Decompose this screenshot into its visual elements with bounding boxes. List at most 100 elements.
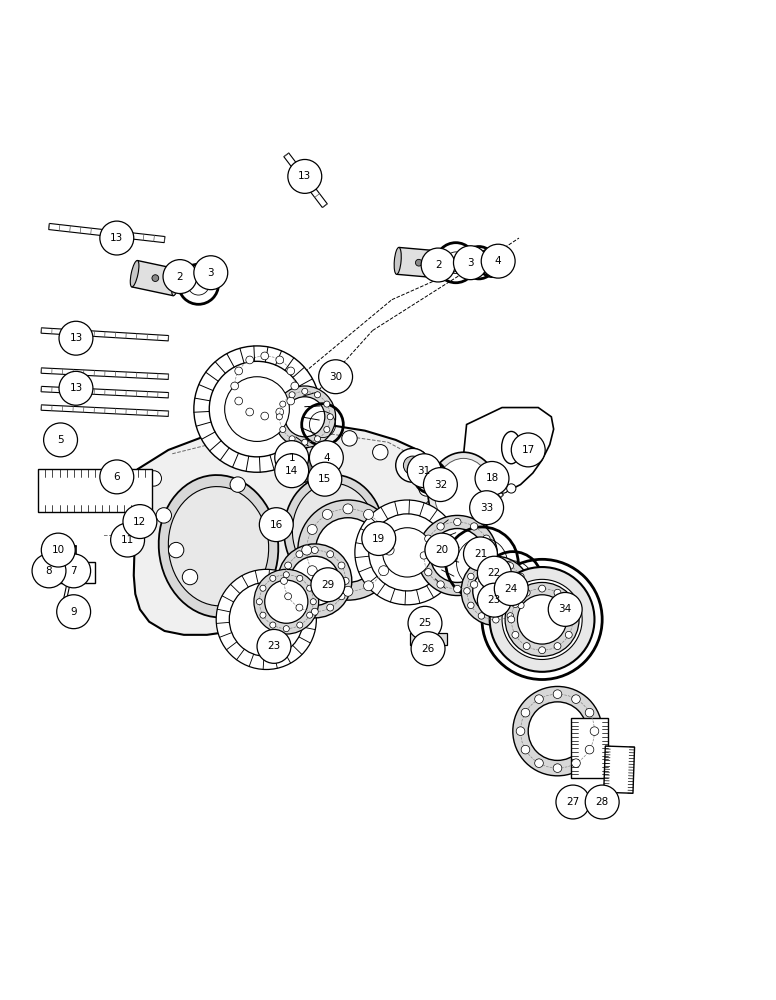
Circle shape xyxy=(168,542,184,558)
Circle shape xyxy=(260,612,266,618)
Text: 34: 34 xyxy=(559,604,572,614)
Text: 32: 32 xyxy=(434,480,447,490)
Circle shape xyxy=(499,484,508,493)
Circle shape xyxy=(257,629,291,663)
Circle shape xyxy=(468,573,474,580)
Circle shape xyxy=(512,601,519,607)
Circle shape xyxy=(327,414,333,420)
Circle shape xyxy=(454,518,461,526)
Circle shape xyxy=(493,559,499,565)
Circle shape xyxy=(310,441,343,475)
Circle shape xyxy=(296,604,303,611)
Polygon shape xyxy=(483,477,504,498)
Polygon shape xyxy=(49,223,165,243)
Polygon shape xyxy=(38,469,152,512)
Circle shape xyxy=(423,522,438,537)
Circle shape xyxy=(235,397,243,405)
Circle shape xyxy=(364,509,373,519)
Circle shape xyxy=(461,556,531,626)
Circle shape xyxy=(57,554,91,588)
Text: 27: 27 xyxy=(566,797,580,807)
Circle shape xyxy=(314,436,320,442)
Circle shape xyxy=(478,471,492,485)
Circle shape xyxy=(275,441,309,475)
Circle shape xyxy=(311,608,318,615)
Circle shape xyxy=(260,585,266,591)
Circle shape xyxy=(59,371,93,405)
Text: 11: 11 xyxy=(121,535,134,545)
Circle shape xyxy=(280,426,286,433)
Circle shape xyxy=(404,456,422,475)
Circle shape xyxy=(227,349,302,423)
Circle shape xyxy=(554,643,561,650)
Circle shape xyxy=(319,360,352,394)
Circle shape xyxy=(327,604,334,611)
Circle shape xyxy=(407,454,442,488)
Text: 22: 22 xyxy=(487,568,501,578)
Circle shape xyxy=(535,759,543,767)
Circle shape xyxy=(507,563,514,569)
Circle shape xyxy=(270,575,275,581)
Circle shape xyxy=(59,321,93,355)
Text: 26: 26 xyxy=(421,644,435,654)
Circle shape xyxy=(521,588,528,594)
Circle shape xyxy=(521,745,530,754)
Circle shape xyxy=(43,423,78,457)
Circle shape xyxy=(415,259,422,266)
Circle shape xyxy=(478,613,485,619)
Circle shape xyxy=(338,562,345,569)
Circle shape xyxy=(281,577,287,584)
Circle shape xyxy=(493,617,499,623)
Text: 13: 13 xyxy=(298,171,311,181)
Circle shape xyxy=(523,589,530,596)
Polygon shape xyxy=(414,610,439,629)
Circle shape xyxy=(491,476,501,485)
Circle shape xyxy=(437,523,444,530)
Circle shape xyxy=(539,647,546,654)
Circle shape xyxy=(225,377,289,441)
Ellipse shape xyxy=(293,483,376,582)
Text: 29: 29 xyxy=(321,580,334,590)
Circle shape xyxy=(261,412,268,420)
Circle shape xyxy=(288,159,322,193)
Circle shape xyxy=(100,221,133,255)
Circle shape xyxy=(585,708,594,717)
Circle shape xyxy=(303,423,319,438)
Circle shape xyxy=(123,505,157,539)
Circle shape xyxy=(572,759,580,767)
Circle shape xyxy=(481,244,515,278)
Ellipse shape xyxy=(159,475,279,617)
Circle shape xyxy=(61,606,71,617)
Polygon shape xyxy=(463,408,553,494)
Circle shape xyxy=(322,509,332,519)
Polygon shape xyxy=(41,405,168,416)
Circle shape xyxy=(307,566,317,576)
Circle shape xyxy=(508,616,514,623)
Circle shape xyxy=(276,408,284,416)
Circle shape xyxy=(487,552,494,559)
Circle shape xyxy=(302,439,308,445)
Text: 3: 3 xyxy=(467,258,474,268)
Circle shape xyxy=(285,593,292,600)
Circle shape xyxy=(343,586,353,596)
Circle shape xyxy=(355,500,459,605)
Polygon shape xyxy=(41,368,168,379)
Circle shape xyxy=(285,397,325,437)
Text: 6: 6 xyxy=(113,472,120,482)
Circle shape xyxy=(483,535,490,542)
Circle shape xyxy=(296,622,303,628)
Circle shape xyxy=(463,537,497,571)
Circle shape xyxy=(421,248,455,282)
Circle shape xyxy=(566,631,572,638)
Circle shape xyxy=(384,545,394,555)
Circle shape xyxy=(210,361,305,457)
Circle shape xyxy=(518,602,524,609)
Text: 19: 19 xyxy=(372,534,386,544)
Ellipse shape xyxy=(168,487,268,606)
Circle shape xyxy=(362,522,396,555)
Text: 16: 16 xyxy=(270,520,283,530)
Text: 13: 13 xyxy=(69,333,82,343)
Circle shape xyxy=(502,579,582,659)
Circle shape xyxy=(152,275,159,281)
Text: 10: 10 xyxy=(52,545,65,555)
